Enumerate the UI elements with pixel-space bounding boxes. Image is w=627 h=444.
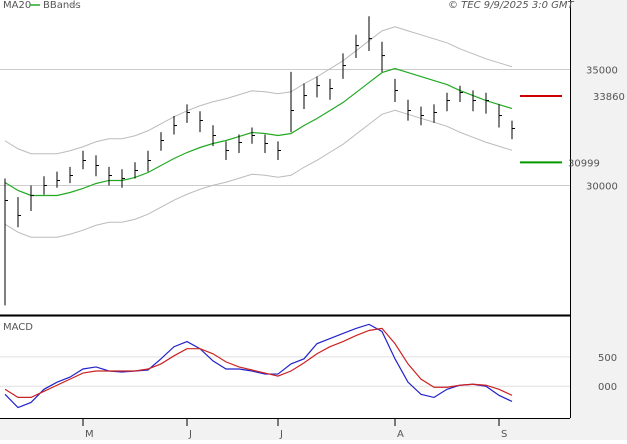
- macd-line: [4, 323, 513, 409]
- band-lower: [4, 109, 513, 238]
- x-tick-label: A: [397, 429, 404, 440]
- credit: © TEC 9/9/2025 3:0 GMT: [448, 0, 575, 11]
- x-tick-label: M: [85, 429, 94, 440]
- x-tick-label: J: [188, 429, 192, 440]
- y-tick-label: 000: [598, 382, 617, 393]
- legend-label: BBands: [43, 0, 81, 11]
- macd-line: [4, 327, 513, 399]
- y-tick-label: 30000: [586, 181, 618, 192]
- ma-line: [4, 67, 513, 197]
- legend-label: MA20: [3, 0, 31, 11]
- level-label: 30999: [568, 158, 600, 169]
- price-panel: [0, 0, 570, 314]
- y-tick-label: 35000: [586, 66, 618, 77]
- macd-title: MACD: [3, 322, 33, 333]
- x-tick-label: S: [501, 429, 507, 440]
- x-tick-label: J: [279, 429, 283, 440]
- level-label: 33860: [593, 92, 625, 103]
- band-upper: [4, 26, 513, 155]
- macd-panel: [0, 317, 570, 418]
- y-tick-label: 500: [598, 353, 617, 364]
